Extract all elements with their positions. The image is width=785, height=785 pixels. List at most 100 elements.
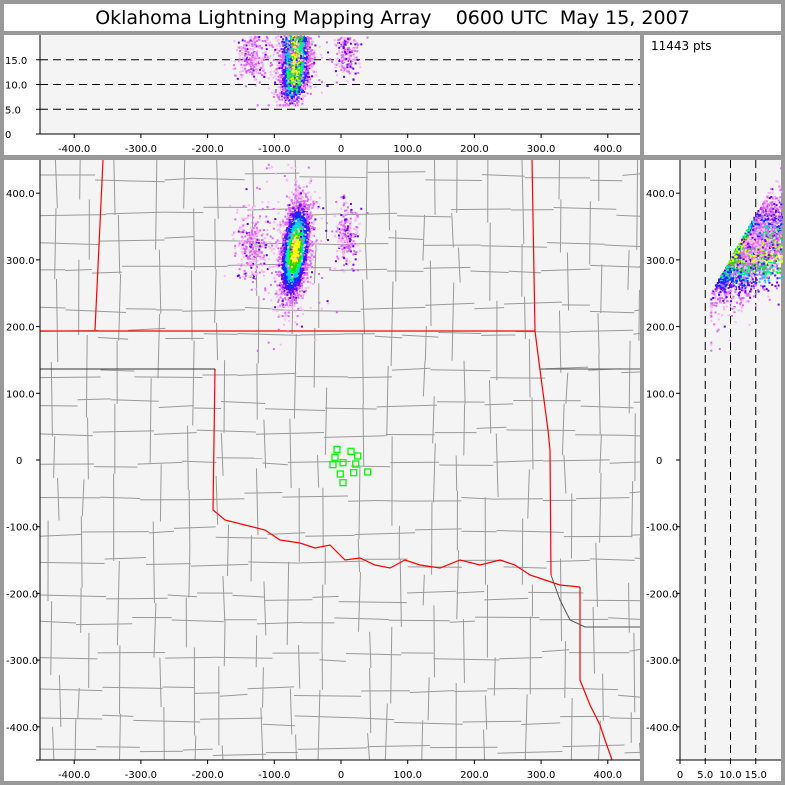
source-point: [729, 290, 732, 293]
county-line: [325, 407, 377, 410]
source-point: [309, 87, 312, 90]
county-line: [362, 404, 365, 467]
source-point: [290, 201, 293, 204]
source-point: [740, 238, 743, 241]
county-line: [592, 606, 596, 674]
source-point: [299, 218, 302, 221]
source-point: [750, 277, 753, 280]
source-point: [282, 222, 285, 225]
source-point: [287, 207, 290, 210]
source-point: [306, 263, 309, 266]
source-point: [727, 262, 730, 265]
county-line: [93, 310, 126, 314]
county-line: [331, 268, 388, 272]
county-line: [200, 717, 263, 720]
county-line: [545, 366, 589, 370]
county-line: [394, 721, 463, 725]
source-point: [740, 289, 743, 292]
source-point: [771, 266, 774, 269]
county-line: [384, 703, 388, 761]
county-line: [171, 619, 224, 623]
source-point: [754, 271, 757, 274]
source-point: [302, 89, 305, 92]
source-point: [290, 44, 293, 47]
county-line: [137, 461, 183, 465]
source-point: [285, 48, 288, 51]
county-line: [563, 455, 567, 494]
source-point: [764, 202, 767, 205]
source-point: [710, 298, 713, 301]
source-point: [298, 187, 301, 190]
source-point: [287, 282, 290, 285]
county-line: [375, 335, 403, 339]
county-line: [116, 560, 120, 646]
source-point: [304, 265, 307, 268]
county-line: [480, 245, 547, 248]
source-point: [290, 96, 293, 99]
source-point: [296, 38, 299, 41]
source-point: [296, 199, 299, 202]
county-line: [367, 744, 430, 748]
source-point: [771, 283, 774, 286]
county-line: [402, 334, 439, 338]
source-point: [289, 40, 292, 43]
source-point: [289, 302, 292, 305]
county-line: [196, 429, 256, 433]
county-line: [255, 468, 259, 536]
source-point: [303, 241, 306, 244]
county-line: [162, 686, 195, 689]
source-point: [302, 86, 305, 89]
source-point: [756, 273, 759, 276]
source-point: [298, 194, 301, 197]
source-point: [765, 210, 768, 213]
county-line: [262, 723, 295, 727]
county-line: [87, 417, 89, 480]
county-line: [600, 264, 603, 314]
county-line: [546, 242, 605, 245]
source-point: [294, 300, 297, 303]
source-point: [308, 204, 311, 207]
source-point: [771, 237, 774, 240]
county-line: [263, 419, 267, 469]
county-line: [628, 340, 631, 414]
county-line: [39, 620, 76, 624]
source-point: [716, 286, 719, 289]
county-line: [167, 594, 198, 598]
county-line: [429, 260, 432, 327]
source-point: [273, 92, 276, 95]
source-point: [302, 260, 305, 263]
source-point: [275, 35, 278, 38]
county-line: [362, 333, 364, 405]
county-line: [192, 498, 245, 501]
county-line: [39, 533, 83, 537]
source-point: [748, 290, 751, 293]
county-line: [470, 270, 509, 274]
source-point: [306, 272, 309, 275]
source-point: [283, 238, 286, 241]
county-line: [543, 459, 610, 462]
county-line: [75, 623, 133, 626]
county-line: [105, 211, 167, 215]
source-point: [281, 275, 284, 278]
source-point: [309, 265, 312, 268]
source-point: [297, 307, 300, 310]
source-point: [753, 287, 756, 290]
source-point: [295, 86, 298, 89]
source-point: [304, 271, 307, 274]
county-line: [244, 172, 300, 175]
source-point: [776, 240, 779, 243]
source-point: [297, 89, 300, 92]
source-point: [719, 277, 722, 280]
county-line: [102, 714, 134, 717]
source-point: [768, 260, 771, 263]
county-line: [157, 313, 161, 379]
source-point: [303, 279, 306, 282]
source-point: [284, 304, 287, 307]
county-line: [193, 208, 195, 271]
source-point: [767, 289, 770, 292]
county-line: [559, 558, 563, 642]
source-point: [715, 302, 718, 305]
source-point: [775, 215, 778, 218]
source-point: [737, 276, 740, 279]
county-line: [542, 649, 570, 653]
